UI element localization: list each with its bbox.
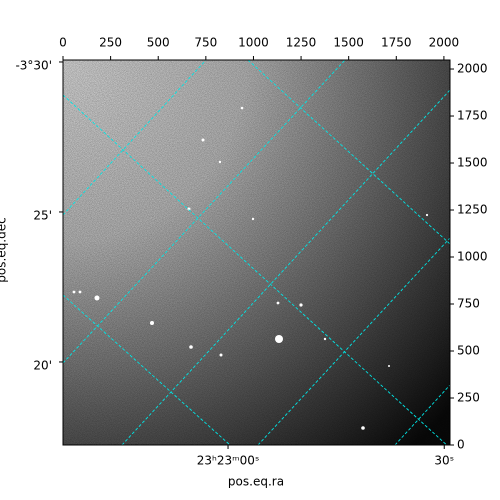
dec-tick-label: -3°30' [15,58,52,72]
stars [72,106,429,430]
x-axis-label: pos.eq.ra [228,475,284,489]
right-tick-label: 1750 [457,109,488,123]
top-tick-label: 750 [194,36,217,50]
right-tick-label: 2000 [457,62,488,76]
top-tick-label: 0 [59,36,67,50]
right-tick-label: 500 [457,344,480,358]
top-tick-label: 2000 [429,36,460,50]
top-tick-label: 1250 [286,36,317,50]
coordinate-grid [63,60,450,445]
right-tick-label: 750 [457,297,480,311]
right-tick-label: 250 [457,391,480,405]
right-tick-label: 1500 [457,156,488,170]
dec-tick-label: 20' [33,358,52,372]
top-tick-label: 1500 [333,36,364,50]
image [63,60,450,445]
y-axis-label: pos.eq.dec [0,217,9,282]
ra-tick-label: 23ʰ23ᵐ00ˢ [197,454,260,468]
frame [62,59,451,446]
ra-tick-label: 30ˢ [434,454,454,468]
top-tick-label: 1000 [238,36,269,50]
right-tick-label: 0 [457,438,465,452]
top-tick-label: 1750 [381,36,412,50]
right-tick-label: 1250 [457,203,488,217]
top-tick-label: 250 [99,36,122,50]
top-tick-label: 500 [147,36,170,50]
right-tick-label: 1000 [457,250,488,264]
dec-tick-label: 25' [33,208,52,222]
